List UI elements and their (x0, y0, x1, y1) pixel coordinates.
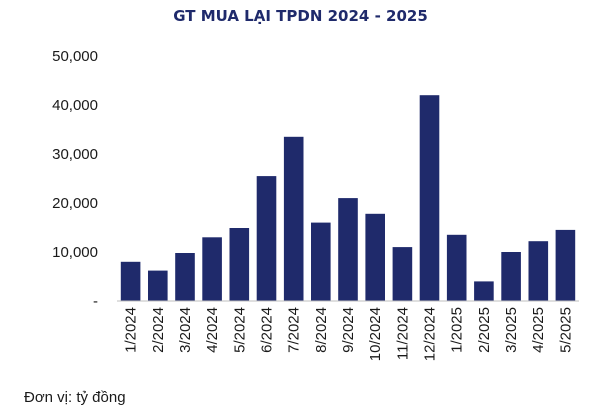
unit-note: Đơn vị: tỷ đồng (24, 389, 126, 406)
bar-1/2025 (446, 234, 467, 301)
bar-10/2024 (365, 213, 385, 301)
bar-3/2025 (501, 252, 521, 301)
x-tick-label: 10/2024 (367, 307, 384, 361)
x-axis-ticks: 1/2024 2/2024 3/2024 4/2024 5/2024 6/2024 7/20… (123, 307, 575, 361)
bar-6/2024 (256, 176, 277, 301)
bar-3/2024 (175, 253, 195, 301)
x-tick-label: 3/2024 (177, 307, 194, 353)
bar-7/2024 (283, 136, 304, 301)
y-tick-label: 50,000 (52, 48, 98, 65)
x-tick-label: 4/2024 (204, 307, 221, 353)
bar-4/2024 (202, 237, 222, 301)
y-tick-label: - (93, 293, 98, 310)
x-tick-label: 9/2024 (340, 307, 357, 353)
chart-title: GT MUA LẠI TPDN 2024 - 2025 (173, 7, 428, 25)
bar-5/2025 (555, 229, 576, 301)
x-tick-label: 1/2024 (123, 307, 140, 353)
bar-11/2024 (392, 247, 413, 301)
x-tick-label: 6/2024 (259, 307, 276, 353)
y-axis-ticks: - 10,000 20,000 30,000 40,000 50,000 (52, 48, 98, 310)
bar-5/2024 (229, 228, 250, 301)
bar-9/2024 (338, 198, 358, 301)
bar-4/2025 (528, 241, 549, 301)
x-tick-label: 2/2025 (476, 307, 493, 353)
y-tick-label: 20,000 (52, 195, 98, 212)
x-tick-label: 4/2025 (530, 307, 547, 353)
y-tick-label: 40,000 (52, 97, 98, 114)
bar-2/2024 (148, 270, 168, 301)
bar-12/2024 (419, 95, 440, 301)
x-tick-label: 2/2024 (150, 307, 167, 353)
x-tick-label: 12/2024 (422, 307, 439, 361)
x-tick-label: 1/2025 (449, 307, 466, 353)
x-tick-label: 5/2025 (557, 307, 574, 353)
x-tick-label: 5/2024 (231, 307, 248, 353)
x-tick-label: 3/2025 (503, 307, 520, 353)
bar-2/2025 (474, 281, 494, 301)
bar-series (120, 95, 576, 301)
y-tick-label: 10,000 (52, 244, 98, 261)
y-tick-label: 30,000 (52, 146, 98, 163)
bar-1/2024 (120, 261, 141, 301)
x-tick-label: 8/2024 (313, 307, 330, 353)
x-tick-label: 11/2024 (394, 307, 411, 360)
x-tick-label: 7/2024 (286, 307, 303, 353)
bar-8/2024 (311, 222, 331, 301)
